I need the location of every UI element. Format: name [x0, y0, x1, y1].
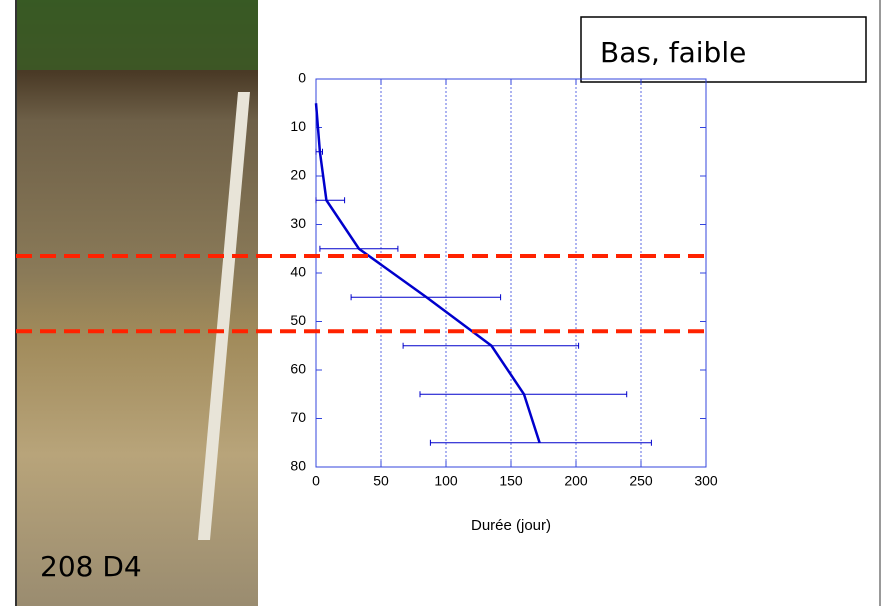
y-tick-label: 10 [290, 118, 306, 134]
y-tick-label: 0 [298, 70, 306, 86]
y-tick-label: 80 [290, 458, 306, 474]
vegetation [16, 0, 258, 70]
y-tick-label: 70 [290, 409, 306, 425]
data-line [314, 103, 541, 444]
chart-title: Bas, faible [600, 36, 746, 69]
plot-frame [315, 78, 707, 468]
photo-label: 208 D4 [40, 550, 142, 583]
x-tick-label: 100 [434, 473, 458, 489]
y-tick-label: 30 [290, 215, 306, 231]
x-tick-label: 50 [373, 473, 389, 489]
x-tick-label: 0 [312, 473, 320, 489]
y-tick-label: 50 [290, 312, 306, 328]
x-tick-label: 200 [564, 473, 588, 489]
x-tick-label: 300 [694, 473, 718, 489]
y-tick-label: 20 [290, 167, 306, 183]
x-tick-label: 250 [629, 473, 653, 489]
y-tick-label: 40 [290, 264, 306, 280]
x-axis-label: Durée (jour) [471, 517, 551, 534]
x-tick-label: 150 [499, 473, 523, 489]
title-box [580, 16, 867, 83]
y-tick-label: 60 [290, 361, 306, 377]
ruler [198, 92, 250, 540]
soil-photo [16, 0, 258, 606]
